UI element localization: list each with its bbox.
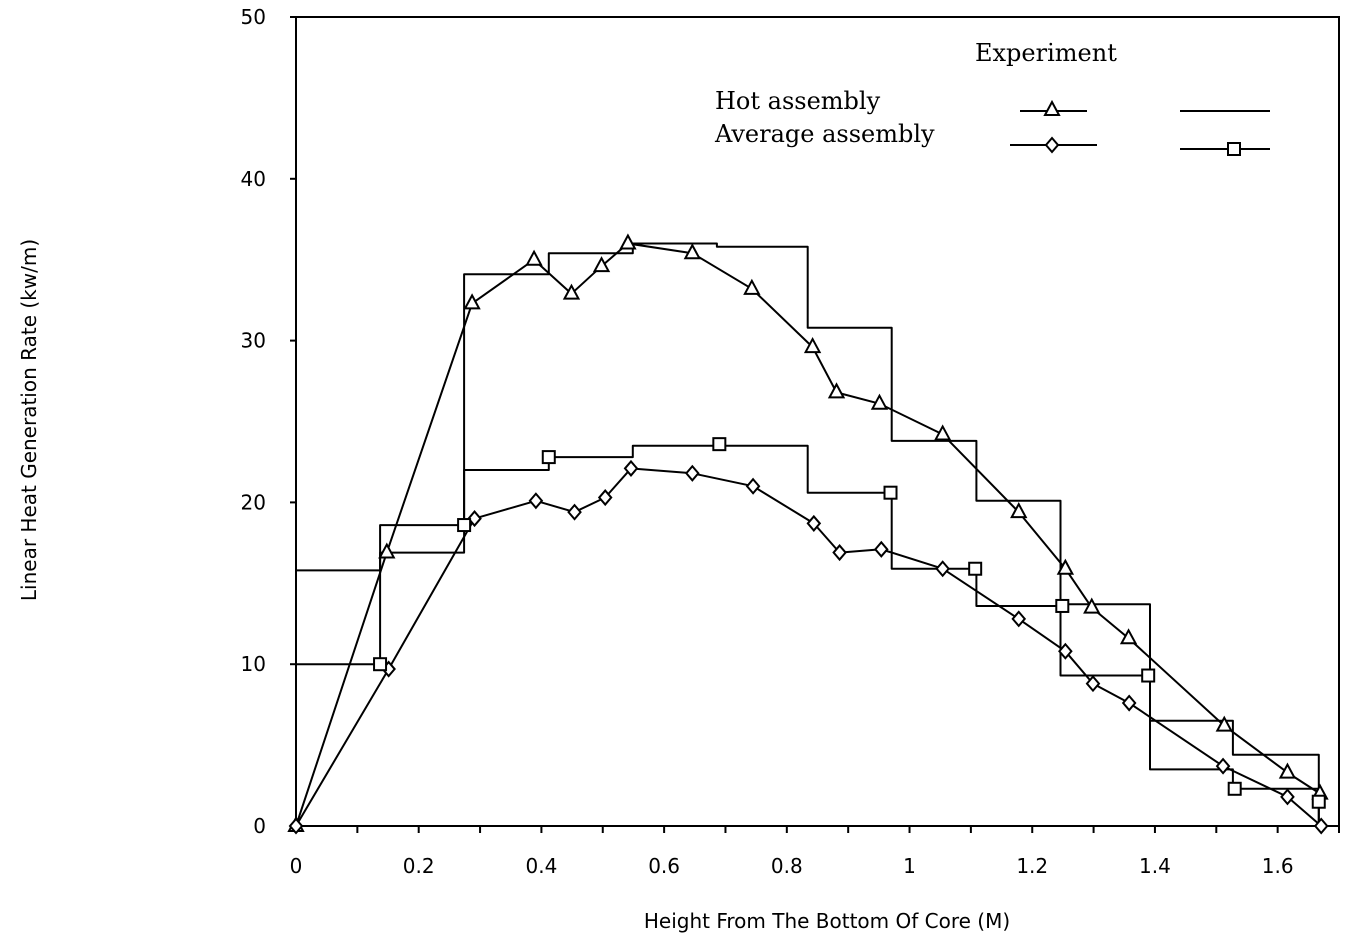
- hot-calc-point: [463, 293, 481, 310]
- hot-calc-point: [1119, 628, 1138, 645]
- average-calc-point: [1215, 757, 1231, 775]
- x-tick-label: 1.4: [1139, 854, 1171, 878]
- legend-triangle-marker: [1043, 99, 1061, 116]
- hot-step-line: [296, 242, 1320, 826]
- average-exp-point: [883, 485, 898, 500]
- y-axis-title: Linear Heat Generation Rate (kw/m): [17, 239, 41, 601]
- hot-calc-point: [1083, 597, 1101, 614]
- y-tick-label: 40: [241, 167, 266, 191]
- x-tick-label: 1.2: [1016, 854, 1048, 878]
- hot-calc-line: [295, 242, 1321, 827]
- average-calc-point: [873, 540, 889, 558]
- average-exp-point: [712, 437, 727, 452]
- average-step-line: [296, 444, 1320, 826]
- hot-calc-point: [933, 424, 952, 441]
- hot-calc-point: [743, 278, 761, 295]
- average-exp-point: [1141, 668, 1156, 683]
- average-exp-point: [457, 518, 472, 533]
- average-calc-point: [528, 492, 544, 510]
- average-exp-point: [1311, 794, 1326, 809]
- plot-border: [295, 16, 1340, 827]
- average-calc-point: [935, 560, 950, 578]
- average-exp-point: [968, 561, 983, 576]
- hot-calc-point: [1010, 501, 1028, 519]
- legend-header: Experiment: [975, 39, 1117, 67]
- legend-square-marker: [1227, 142, 1241, 156]
- average-exp-point: [541, 450, 556, 465]
- y-axis: 0 10 20 30 40 50: [241, 5, 296, 838]
- x-axis: 0 0.2 0.4 0.6 0.8 1 1.2 1.4 1.6: [290, 826, 1340, 878]
- legend-label-hot: Hot assembly: [715, 87, 881, 115]
- average-calc-point: [1058, 642, 1073, 660]
- average-calc-point: [623, 459, 639, 477]
- average-calc-point: [1085, 675, 1101, 693]
- average-calc-point: [288, 817, 304, 835]
- x-tick-label: 0.6: [648, 854, 680, 878]
- hot-calc-point: [1056, 558, 1075, 575]
- average-calc-point: [685, 464, 700, 482]
- x-axis-title: Height From The Bottom Of Core (M): [644, 909, 1010, 933]
- y-tick-label: 50: [241, 5, 266, 29]
- y-tick-label: 30: [241, 329, 266, 353]
- hot-calc-point: [525, 249, 543, 266]
- average-calc-point: [745, 477, 761, 495]
- plot-frame: [295, 16, 1340, 827]
- y-tick-label: 20: [241, 490, 266, 514]
- average-calc-point: [1280, 788, 1295, 806]
- series-group: [295, 242, 1322, 827]
- x-tick-label: 1.6: [1262, 854, 1294, 878]
- average-calc-point: [1313, 817, 1329, 835]
- average-exp-point: [1055, 598, 1070, 613]
- average-calc-point: [1121, 694, 1137, 712]
- x-tick-label: 0.2: [403, 854, 435, 878]
- average-calc-point: [1011, 610, 1027, 628]
- average-exp-point: [1227, 781, 1242, 796]
- hot-calc-point: [870, 393, 889, 410]
- legend-diamond-marker: [1044, 136, 1060, 154]
- legend-samples: [1010, 99, 1270, 156]
- y-tick-label: 10: [241, 652, 266, 676]
- hot-calc-point: [803, 336, 822, 354]
- hot-calc-point: [378, 542, 396, 559]
- average-calc-point: [832, 544, 847, 562]
- average-calc-point: [806, 514, 822, 532]
- legend-label-average: Average assembly: [714, 120, 935, 148]
- hot-calc-point: [827, 382, 846, 399]
- x-tick-label: 0.4: [526, 854, 558, 878]
- x-tick-label: 1: [903, 854, 916, 878]
- hot-calc-point: [562, 283, 581, 300]
- average-calc-line: [295, 467, 1322, 827]
- average-calc-point: [467, 510, 482, 528]
- hot-calc-point: [619, 233, 637, 250]
- x-tick-label: 0: [290, 854, 303, 878]
- average-calc-point: [567, 503, 582, 521]
- average-exp-point: [373, 657, 388, 672]
- x-tick-label: 0.8: [771, 854, 803, 878]
- markers-group: [287, 233, 1329, 835]
- average-calc-point: [597, 489, 613, 507]
- hot-calc-point: [592, 256, 611, 273]
- hot-calc-point: [683, 243, 702, 260]
- hot-calc-point: [1215, 715, 1233, 732]
- y-tick-label: 0: [253, 814, 266, 838]
- legend: Experiment Hot assembly Average assembly: [714, 39, 1270, 156]
- hot-calc-point: [1278, 762, 1297, 779]
